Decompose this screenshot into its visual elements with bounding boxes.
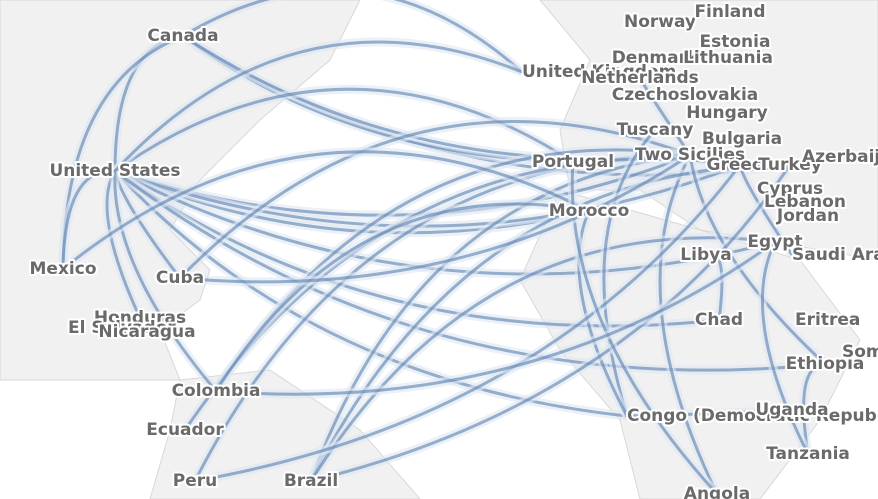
country-label: Jordan — [776, 206, 839, 226]
flow-line — [761, 241, 810, 455]
flow-line — [638, 77, 692, 156]
flow-line — [114, 169, 826, 372]
country-label: Mexico — [30, 259, 97, 279]
country-label: Czechoslovakia — [612, 85, 759, 105]
flow-line — [570, 161, 719, 496]
country-label: Honduras — [94, 308, 186, 328]
flow-line — [113, 40, 523, 173]
country-label: Libya — [680, 245, 731, 265]
country-label: El Salvador — [68, 318, 176, 338]
country-label: Egypt — [747, 232, 802, 252]
country-label: Peru — [173, 471, 217, 491]
country-label: Somalia — [842, 342, 878, 362]
country-label: Tuscany — [617, 120, 694, 140]
country-label: Cyprus — [757, 179, 823, 199]
country-label: Chad — [695, 310, 743, 330]
country-label: Cuba — [156, 268, 204, 288]
country-label: Azerbaijan — [802, 147, 878, 167]
country-label: Estonia — [700, 32, 771, 52]
country-label: Lithuania — [683, 48, 773, 68]
country-label: Denmark — [612, 48, 699, 68]
country-label: Congo (Democratic Republic of the) — [627, 406, 878, 426]
country-label: Colombia — [172, 381, 261, 401]
country-label: Lebanon — [764, 192, 846, 212]
country-label: Greece — [706, 155, 773, 175]
country-label: Tanzania — [766, 444, 850, 464]
country-label: Finland — [694, 2, 765, 22]
flow-line — [182, 0, 523, 74]
flows — [58, 0, 829, 498]
country-label: Nicaragua — [98, 322, 195, 342]
flow-line — [802, 362, 826, 455]
flow-line — [309, 153, 691, 482]
country-label: Norway — [624, 12, 696, 32]
country-label: United Kingdom — [522, 62, 676, 82]
country-label: Angola — [684, 484, 750, 499]
country-label: Netherlands — [581, 68, 699, 88]
flow-line — [309, 236, 776, 482]
flow-line — [62, 150, 590, 271]
flow-line — [688, 154, 827, 366]
flow-line — [602, 129, 657, 417]
country-label: Brazil — [284, 471, 338, 491]
country-label: Portugal — [532, 152, 614, 172]
country-label: Two Sicilies — [635, 145, 745, 165]
country-label: Saudi Arabia — [792, 245, 878, 265]
flow-line — [114, 87, 574, 173]
country-label: Bulgaria — [702, 129, 782, 149]
country-label: Ethiopia — [786, 354, 865, 374]
flow-line — [705, 252, 724, 321]
flow-line — [310, 164, 792, 483]
country-label: Turkey — [758, 155, 822, 175]
country-label: United States — [49, 161, 180, 181]
flow-line — [113, 170, 218, 392]
flow-line — [178, 119, 691, 280]
flow-line — [626, 408, 793, 418]
country-label: Morocco — [549, 201, 630, 221]
flow-line — [179, 153, 691, 284]
country-label: Canada — [147, 26, 218, 46]
flow-line — [61, 169, 116, 270]
flow-line — [114, 163, 741, 228]
flow-line — [113, 169, 628, 418]
country-label: Eritrea — [795, 310, 860, 330]
flow-line — [215, 240, 776, 396]
flow-line — [577, 210, 629, 417]
flow-line — [214, 202, 590, 392]
country-label: Ecuador — [146, 420, 224, 440]
country-label: Uganda — [755, 400, 828, 420]
country-label: Hungary — [686, 103, 768, 123]
